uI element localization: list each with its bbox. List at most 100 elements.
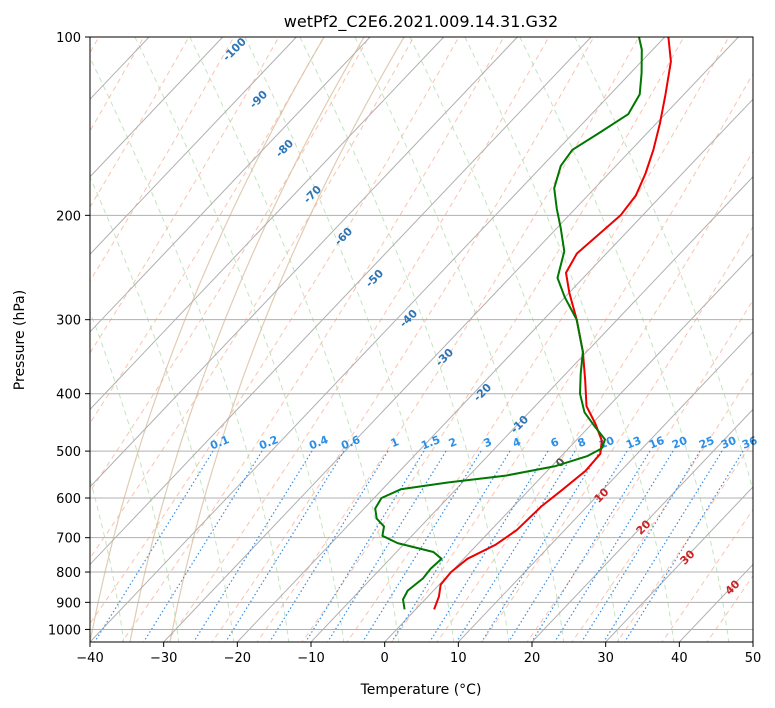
mixing-ratio-label: 0.4	[307, 433, 330, 452]
y-tick-label: 800	[56, 566, 81, 581]
mixing-ratio-line	[362, 450, 482, 642]
moist-adiabat-line	[90, 310, 180, 642]
moist-adiabat-line	[464, 37, 675, 642]
chart-title: wetPf2_C2E6.2021.009.14.31.G32	[284, 12, 558, 32]
mixing-ratio-label: 0.2	[257, 433, 280, 452]
isotherm-line	[90, 37, 445, 411]
dry-adiabat-line	[90, 37, 460, 625]
dry-adiabat-line	[211, 37, 595, 642]
isotherm-line	[90, 37, 371, 333]
isotherm-label: -20	[471, 381, 494, 404]
mixing-ratio-line	[554, 450, 674, 642]
x-tick-label: −20	[224, 651, 251, 666]
mixing-ratio-line	[456, 450, 576, 642]
mixing-ratio-label: 20	[670, 434, 689, 452]
dry-adiabat-line	[90, 37, 370, 493]
mixing-ratio-line	[269, 450, 389, 642]
y-tick-label: 500	[56, 445, 81, 460]
dry-adiabat-line	[121, 37, 505, 642]
dry-adiabat-line	[706, 574, 753, 642]
moist-adiabat-line	[299, 37, 510, 642]
isotherm-label: -10	[508, 413, 531, 436]
mixing-ratio-label: 6	[549, 435, 561, 450]
moist-adiabat-line	[409, 37, 620, 642]
isotherm-line	[163, 37, 739, 642]
dry-adiabat-line	[481, 225, 753, 642]
dry-adiabat-line	[616, 440, 753, 642]
moist-adiabat-line	[0, 17, 70, 652]
moist-adiabat-label: 20	[634, 517, 654, 537]
mixing-ratio-line	[94, 450, 214, 642]
isotherm-line	[310, 176, 753, 642]
dry-adiabat-line	[90, 37, 280, 354]
moist-adiabat-line	[354, 37, 565, 642]
temperature-profile-line	[433, 37, 672, 610]
mixing-ratio-label: 16	[647, 434, 666, 452]
x-tick-label: 0	[381, 651, 389, 666]
isotherm-line	[90, 37, 666, 642]
moist-adiabat-label: 40	[723, 577, 743, 597]
y-tick-label: 200	[56, 209, 81, 224]
mixing-ratio-line	[193, 450, 313, 642]
x-tick-label: 40	[671, 651, 688, 666]
isotherm-line	[384, 253, 753, 642]
x-tick-label: −30	[150, 651, 177, 666]
mixing-ratio-label: 1	[389, 435, 401, 450]
y-tick-label: 100	[56, 31, 81, 46]
mixing-ratio-line	[305, 450, 425, 642]
y-tick-label: 300	[56, 314, 81, 329]
mixing-ratio-line	[225, 450, 345, 642]
moist-adiabat-line	[90, 175, 235, 642]
pressure-gridlines	[90, 37, 753, 630]
moist-adiabat-line	[134, 37, 345, 642]
y-tick-label: 700	[56, 532, 81, 547]
dry-adiabat-line	[346, 37, 730, 642]
dry-adiabat-line	[571, 370, 753, 642]
isotherm-line	[236, 98, 753, 642]
isotherm-label: -90	[247, 88, 270, 111]
mixing-ratio-line	[603, 450, 723, 642]
x-tick-label: 30	[597, 651, 614, 666]
dry-adiabat-line	[661, 508, 753, 642]
sounding-series	[374, 37, 672, 610]
isotherm-line	[90, 37, 518, 488]
mixing-ratio-label: 4	[511, 435, 523, 450]
isotherm-line	[605, 486, 753, 642]
mixing-ratio-label: 36	[740, 434, 759, 452]
isotherm-line	[0, 37, 2, 642]
x-tick-label: 10	[450, 651, 467, 666]
mixing-ratio-line	[143, 450, 263, 642]
mixing-ratio-label: 8	[576, 435, 588, 450]
isotherm-line	[90, 37, 224, 178]
mixing-ratio-label: 25	[697, 434, 716, 452]
x-tick-label: 50	[745, 651, 762, 666]
mixing-ratio-label: 1.5	[419, 433, 442, 452]
mixing-ratio-line	[481, 450, 601, 642]
mixing-ratio-label: 30	[719, 434, 738, 452]
isotherm-label: -100	[220, 35, 249, 64]
moist-adiabat-line	[90, 56, 290, 642]
reference-curve	[129, 37, 365, 642]
x-axis-label: Temperature (°C)	[360, 682, 482, 698]
dry-adiabat-line	[166, 37, 550, 642]
dry-adiabat-line	[526, 299, 753, 642]
y-tick-label: 900	[56, 596, 81, 611]
moist-adiabat-line	[244, 37, 455, 642]
isotherm-line	[90, 37, 297, 256]
mixing-ratio-line	[531, 450, 651, 642]
dry-adiabat-line	[436, 150, 753, 642]
x-tick-label: −10	[297, 651, 324, 666]
isotherm-label: -50	[363, 267, 386, 290]
dry-adiabat-line	[391, 72, 753, 642]
mixing-ratio-line	[327, 450, 447, 642]
y-axis: 100 200 300 400 500 600 700 800 900 1000	[48, 31, 90, 638]
skewed-isotherms	[0, 37, 753, 642]
mixing-ratio-label: 3	[482, 435, 494, 450]
mixing-ratio-line	[624, 450, 744, 642]
y-tick-label: 600	[56, 492, 81, 507]
reference-curve	[169, 37, 405, 642]
dry-adiabat-line	[0, 17, 65, 652]
mixing-ratio-line	[581, 450, 701, 642]
